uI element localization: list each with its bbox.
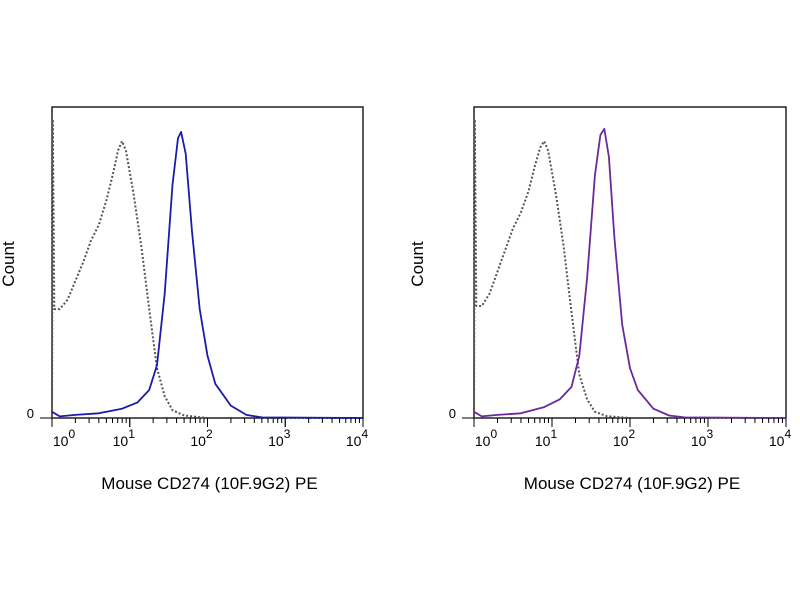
x-tick-base: 10 — [190, 433, 206, 449]
series-line-stained — [51, 131, 364, 419]
plot-frame — [473, 106, 787, 419]
x-tick-exponent: 0 — [68, 427, 75, 441]
y-tick-label: 0 — [449, 406, 456, 421]
y-tick-label: 0 — [27, 406, 34, 421]
x-tick-exponent: 0 — [490, 427, 497, 441]
plot-frame — [51, 106, 364, 419]
x-tick-exponent: 2 — [206, 427, 213, 441]
x-tick-label: 101 — [535, 427, 558, 449]
y-axis-label: Count — [408, 241, 427, 287]
x-tick-base: 10 — [268, 433, 284, 449]
x-tick-label: 104 — [769, 427, 792, 449]
x-tick-label: 101 — [113, 427, 136, 449]
y-axis-label: Count — [0, 241, 18, 287]
x-tick-exponent: 1 — [550, 427, 557, 441]
x-tick-base: 10 — [113, 433, 129, 449]
x-tick-exponent: 3 — [706, 427, 713, 441]
x-tick-label: 100 — [53, 427, 76, 449]
x-tick-base: 10 — [346, 433, 362, 449]
x-axis-label: Mouse CD274 (10F.9G2) PE — [524, 474, 740, 493]
series-line-isotype — [51, 118, 363, 419]
x-tick-label: 102 — [190, 427, 213, 449]
x-axis-label: Mouse CD274 (10F.9G2) PE — [101, 474, 317, 493]
x-tick-label: 103 — [268, 427, 291, 449]
x-tick-exponent: 3 — [284, 427, 291, 441]
x-tick-label: 102 — [613, 427, 636, 449]
x-tick-exponent: 4 — [361, 427, 368, 441]
x-tick-base: 10 — [613, 433, 629, 449]
x-tick-base: 10 — [53, 433, 69, 449]
series-line-isotype — [473, 118, 786, 419]
x-tick-exponent: 2 — [628, 427, 635, 441]
x-tick-label: 104 — [346, 427, 369, 449]
x-tick-exponent: 1 — [128, 427, 135, 441]
x-tick-base: 10 — [475, 433, 491, 449]
x-tick-base: 10 — [691, 433, 707, 449]
series-line-stained — [473, 127, 787, 419]
x-tick-label: 100 — [475, 427, 498, 449]
x-tick-exponent: 4 — [784, 427, 791, 441]
x-tick-base: 10 — [769, 433, 785, 449]
x-tick-label: 103 — [691, 427, 714, 449]
x-tick-base: 10 — [535, 433, 551, 449]
